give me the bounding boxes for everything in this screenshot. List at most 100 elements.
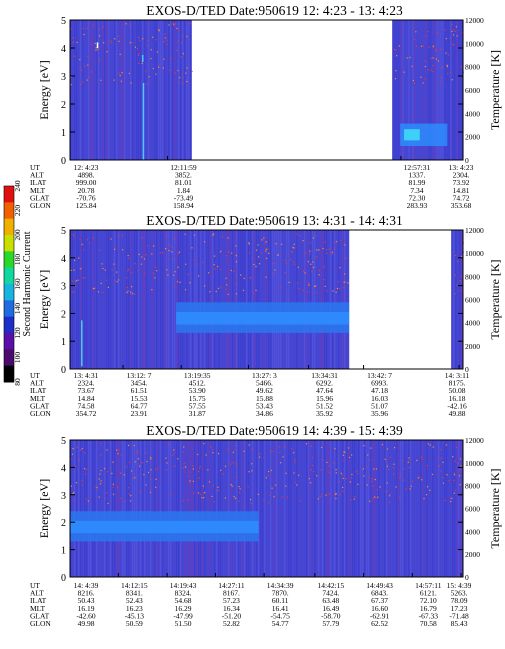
row-cell: 12:57:31 [404,163,431,172]
speckle [444,29,446,31]
texture-line [248,230,250,369]
speckle [409,488,411,490]
speckle [368,476,370,478]
speckle [73,55,75,57]
y2-tick-label: 6000 [465,296,480,305]
speckle [459,279,461,282]
texture-line [226,440,228,577]
speckle [447,72,449,75]
speckle [429,489,431,492]
texture-line [132,20,134,160]
y2-tick-label: 8000 [465,63,480,72]
texture-line [432,440,434,577]
speckle [280,287,282,289]
texture-line [304,230,306,369]
speckle [315,285,317,287]
texture-line [74,230,76,369]
texture-line [168,20,170,160]
texture-line [192,230,194,369]
texture-line [198,440,200,577]
texture-line [112,230,114,369]
speckle [373,468,375,470]
row-cell: 16.03 [371,394,388,403]
texture-line [292,230,294,369]
speckle [183,462,185,465]
speckle [198,275,200,277]
speckle [420,456,423,458]
speckle [210,446,212,448]
speckle [114,279,116,282]
speckle [216,265,219,268]
y-tick-label: 4 [61,44,66,55]
row-cell: 74.72 [453,193,470,202]
speckle [379,486,381,488]
texture-line [266,230,268,369]
texture-line [280,440,282,577]
speckle [138,62,140,64]
texture-line [106,20,108,160]
speckle [339,267,341,269]
speckle [231,252,233,254]
texture-line [278,440,280,577]
texture-line [284,230,286,369]
speckle [318,270,321,272]
speckle [120,497,122,500]
texture-line [454,440,456,577]
speckle [134,461,136,463]
speckle [177,69,179,72]
texture-line [282,230,284,369]
speckle [242,289,245,292]
speckle [136,48,138,50]
texture-line [332,230,334,369]
texture-line [406,20,408,160]
texture-line [116,440,118,577]
speckle [138,53,140,55]
speckle [388,468,390,470]
texture-line [80,230,82,369]
speckle [403,71,405,73]
speckle [192,468,194,470]
speckle [420,45,423,47]
speckle [172,258,174,260]
texture-line [102,20,104,160]
texture-line [410,20,412,160]
speckle [285,472,287,474]
texture-line [218,230,220,369]
speckle [271,487,273,489]
row-cell: 15.88 [256,394,273,403]
speckle [366,484,368,486]
speckle [150,469,152,471]
texture-line [202,230,204,369]
texture-line [402,440,404,577]
speckle [248,243,250,245]
speckle [105,279,107,281]
texture-line [130,230,132,369]
speckle [99,35,101,37]
texture-line [436,20,438,160]
speckle [162,252,164,254]
colorbar-tick-label: 240 [13,180,22,192]
speckle [442,482,445,484]
texture-line [134,20,136,160]
speckle [106,51,108,53]
speckle [396,55,398,57]
row-cell: 57.55 [189,401,206,410]
texture-line [94,230,96,369]
texture-line [116,20,118,160]
speckle [165,457,167,459]
texture-line [128,440,130,577]
texture-line [392,440,394,577]
texture-line [408,20,410,160]
speckle [83,33,85,36]
speckle [386,448,389,450]
texture-line [94,440,96,577]
texture-line [278,230,280,369]
speckle [410,485,412,487]
texture-line [130,440,132,577]
speckle [70,28,72,30]
speckle [449,498,452,500]
speckle [288,281,290,284]
speckle [393,463,395,465]
texture-line [314,440,316,577]
speckle [354,495,356,498]
